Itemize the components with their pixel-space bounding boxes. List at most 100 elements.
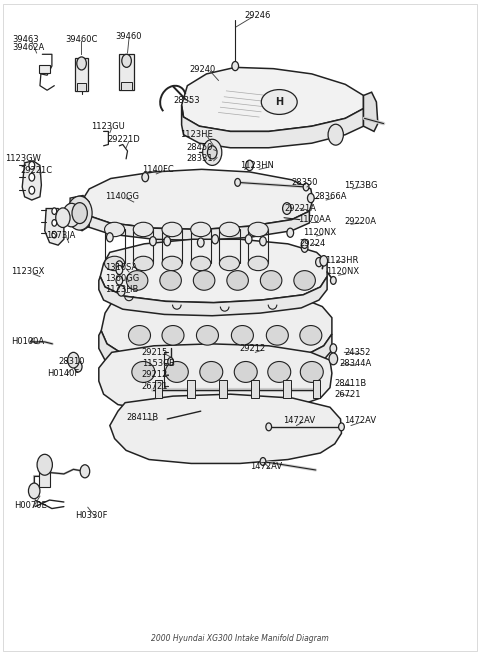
Circle shape: [320, 255, 327, 266]
Circle shape: [116, 261, 123, 270]
Polygon shape: [99, 344, 332, 413]
Circle shape: [28, 483, 40, 498]
Bar: [219, 380, 227, 398]
Text: 1140FC: 1140FC: [142, 165, 174, 174]
Ellipse shape: [266, 326, 288, 345]
Text: 1120NX: 1120NX: [303, 228, 336, 237]
Text: 1123GX: 1123GX: [11, 267, 45, 276]
Circle shape: [232, 62, 239, 71]
Polygon shape: [181, 105, 363, 148]
Circle shape: [29, 162, 35, 170]
Text: 29215: 29215: [142, 348, 168, 357]
Circle shape: [52, 219, 57, 226]
Bar: [39, 461, 50, 487]
Ellipse shape: [227, 271, 248, 290]
Ellipse shape: [126, 271, 148, 290]
Bar: [155, 380, 162, 398]
Ellipse shape: [160, 271, 181, 290]
Bar: [283, 380, 291, 398]
Circle shape: [301, 239, 308, 248]
Ellipse shape: [200, 362, 223, 383]
Text: 1123HE: 1123HE: [180, 130, 213, 139]
Bar: [121, 83, 132, 90]
Text: 28450: 28450: [186, 143, 213, 152]
Text: 28310: 28310: [58, 357, 84, 366]
Circle shape: [287, 228, 294, 237]
Text: 1123HB: 1123HB: [105, 285, 138, 294]
Circle shape: [303, 183, 309, 191]
Text: 29221A: 29221A: [284, 204, 316, 213]
Polygon shape: [110, 394, 341, 464]
Ellipse shape: [162, 256, 182, 271]
Polygon shape: [99, 276, 327, 316]
Circle shape: [246, 160, 253, 171]
Ellipse shape: [193, 271, 215, 290]
Ellipse shape: [133, 256, 154, 271]
Text: 29221C: 29221C: [21, 166, 53, 175]
Ellipse shape: [105, 256, 125, 271]
Bar: [187, 380, 195, 398]
Polygon shape: [80, 170, 313, 229]
Text: 29224: 29224: [300, 239, 326, 248]
Bar: [252, 380, 259, 398]
Polygon shape: [99, 331, 332, 381]
Circle shape: [142, 173, 149, 181]
Circle shape: [168, 358, 173, 365]
Text: H0140F: H0140F: [48, 369, 80, 378]
Ellipse shape: [162, 326, 184, 345]
Polygon shape: [78, 202, 310, 240]
Text: 2000 Hyundai XG300 Intake Manifold Diagram: 2000 Hyundai XG300 Intake Manifold Diagr…: [151, 633, 329, 643]
Circle shape: [197, 238, 204, 247]
Text: 1153CB: 1153CB: [142, 359, 175, 368]
Text: 28350: 28350: [292, 178, 318, 187]
Text: 1310SA: 1310SA: [105, 263, 137, 272]
Circle shape: [116, 276, 123, 285]
Circle shape: [74, 362, 82, 372]
Text: 26721: 26721: [335, 390, 361, 399]
Ellipse shape: [260, 271, 282, 290]
Circle shape: [338, 423, 344, 431]
Circle shape: [107, 233, 113, 242]
Circle shape: [68, 352, 79, 368]
Ellipse shape: [132, 362, 155, 383]
Circle shape: [67, 196, 92, 230]
Circle shape: [235, 178, 240, 186]
Ellipse shape: [261, 90, 297, 115]
Text: 28411B: 28411B: [126, 413, 158, 422]
Text: 1123GU: 1123GU: [91, 122, 124, 131]
Circle shape: [212, 234, 218, 244]
Circle shape: [29, 186, 35, 194]
Circle shape: [283, 202, 291, 214]
Ellipse shape: [162, 222, 182, 236]
Ellipse shape: [234, 362, 257, 383]
Circle shape: [72, 202, 87, 223]
Ellipse shape: [191, 256, 211, 271]
Ellipse shape: [294, 271, 315, 290]
Ellipse shape: [129, 326, 151, 345]
Circle shape: [330, 276, 336, 284]
Circle shape: [118, 286, 125, 296]
Circle shape: [77, 57, 86, 70]
Circle shape: [122, 54, 132, 67]
Text: 28344A: 28344A: [339, 359, 372, 368]
Text: 1170AA: 1170AA: [299, 215, 331, 224]
Ellipse shape: [105, 222, 125, 236]
Ellipse shape: [165, 362, 188, 383]
Bar: [75, 58, 88, 91]
Bar: [120, 54, 134, 90]
Text: 39462A: 39462A: [12, 43, 45, 52]
Text: H0100A: H0100A: [11, 337, 44, 346]
Text: 28411B: 28411B: [335, 379, 367, 388]
Text: 29240: 29240: [190, 65, 216, 74]
Circle shape: [260, 236, 266, 246]
Text: 39460C: 39460C: [65, 35, 98, 45]
Polygon shape: [181, 67, 363, 132]
Bar: [77, 83, 86, 91]
Text: 28353: 28353: [173, 96, 200, 105]
Text: 1120NX: 1120NX: [326, 267, 359, 276]
Circle shape: [56, 208, 70, 227]
Text: 29220A: 29220A: [344, 217, 376, 226]
Text: 29221D: 29221D: [107, 135, 140, 143]
Text: 24352: 24352: [344, 348, 371, 357]
Text: 29246: 29246: [245, 10, 271, 20]
